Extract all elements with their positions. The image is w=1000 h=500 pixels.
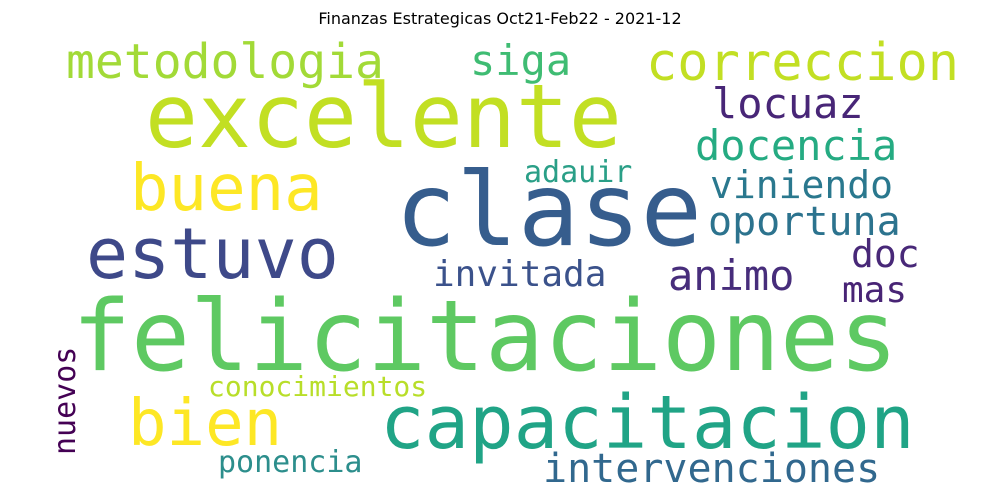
- word-adauir: adauir: [524, 155, 632, 190]
- word-viniendo: viniendo: [710, 163, 893, 207]
- word-correccion: correccion: [646, 33, 959, 93]
- word-clase: clase: [395, 151, 702, 270]
- word-mas: mas: [842, 270, 907, 311]
- word-metodologia: metodologia: [66, 34, 384, 90]
- word-ponencia: ponencia: [218, 445, 363, 480]
- word-estuvo: estuvo: [86, 213, 339, 295]
- word-buena: buena: [130, 152, 323, 226]
- word-invitada: invitada: [433, 254, 606, 295]
- word-doc: doc: [851, 232, 920, 276]
- word-docencia: docencia: [695, 121, 897, 170]
- chart-title: Finanzas Estrategicas Oct21-Feb22 - 2021…: [318, 9, 682, 28]
- word-siga: siga: [470, 36, 571, 85]
- word-nuevos: nuevos: [48, 347, 83, 455]
- word-excelente: excelente: [145, 65, 622, 168]
- word-oportuna: oportuna: [708, 199, 901, 245]
- word-intervenciones: intervenciones: [543, 446, 880, 492]
- word-felicitaciones: felicitaciones: [72, 280, 898, 394]
- word-conocimientos: conocimientos: [208, 370, 427, 403]
- word-animo: animo: [668, 251, 794, 300]
- word-capacitacion: capacitacion: [380, 380, 915, 466]
- word-locuaz: locuaz: [712, 79, 864, 128]
- word-bien: bien: [128, 387, 282, 461]
